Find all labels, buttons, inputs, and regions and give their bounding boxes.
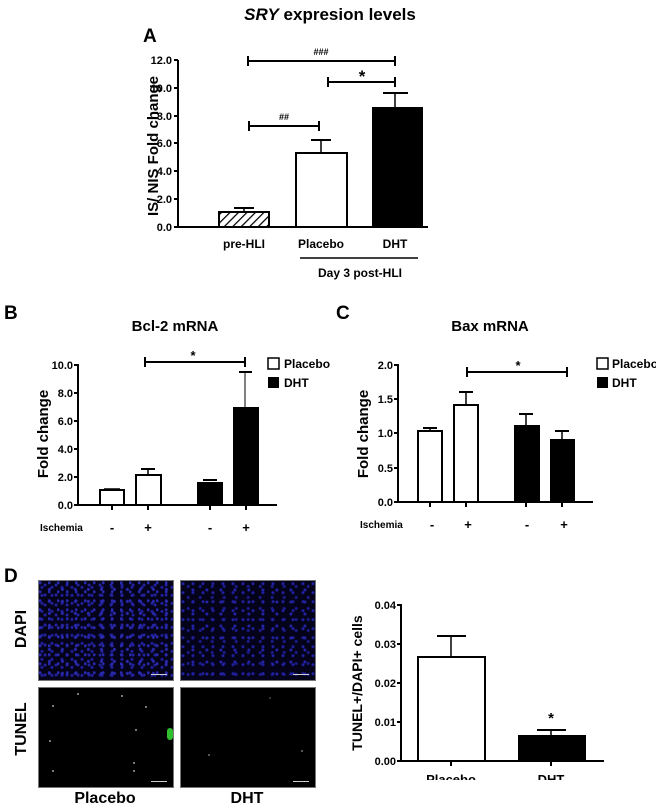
panel-c-title: Bax mRNA [451, 318, 529, 335]
scale-bar-icon [151, 674, 167, 675]
panel-b-ylabel: Fold change [35, 390, 52, 478]
c-sig-star: * [515, 358, 521, 373]
a-ytick: 6.0 [157, 138, 172, 150]
panel-b-title: Bcl-2 mRNA [131, 318, 219, 335]
b-legend-dht: DHT [284, 376, 309, 390]
panel-d-chart: TUNEL+/DAPI+ cells 0.00 0.01 0.02 0.03 0… [349, 600, 604, 780]
c-ytick: 2.0 [378, 360, 393, 372]
d-ytick: 0.02 [375, 678, 396, 690]
panel-c-ylabel: Fold change [355, 390, 372, 478]
a-xlabel: pre-HLI [223, 237, 265, 251]
a-sig-hash3: ### [313, 47, 328, 57]
panel-letter-a: A [143, 26, 157, 47]
b-legend-placebo: Placebo [284, 357, 330, 371]
d-col-label-dht: DHT [230, 790, 264, 807]
b-ytick: 4.0 [58, 444, 73, 456]
c-ischemia-sign: + [560, 517, 568, 532]
a-bar-dht [372, 107, 423, 227]
b-bar-placebo-plus [135, 474, 162, 506]
b-bar-placebo-minus [99, 489, 125, 506]
b-bar-dht-plus [233, 407, 259, 505]
panel-d-ylabel: TUNEL+/DAPI+ cells [349, 615, 365, 751]
b-bar-dht-minus [197, 482, 223, 505]
b-ischemia-label: Ischemia [40, 523, 83, 534]
c-bar-dht-minus [514, 425, 540, 502]
b-ytick: 6.0 [58, 416, 73, 428]
panel-c-chart: Fold change 0.0 0.5 1.0 1.5 2.0 * Placeb… [355, 357, 656, 532]
panel-a-title-text: expresion levels [278, 5, 416, 24]
panel-letter-d: D [4, 566, 18, 587]
d-col-label-placebo: Placebo [74, 790, 136, 807]
panel-a-title-gene: SRY [244, 5, 279, 24]
d-ytick: 0.04 [375, 600, 397, 612]
c-bar-dht-plus [550, 439, 575, 502]
a-ytick: 0.0 [157, 222, 172, 234]
c-ischemia-sign: - [525, 517, 529, 532]
b-ischemia-sign: - [208, 520, 212, 535]
c-ytick: 1.0 [378, 428, 393, 440]
c-ytick: 0.5 [378, 463, 393, 475]
c-bar-placebo-plus [453, 404, 479, 503]
panel-a-ylabel: IS/ NIS Fold change [145, 76, 162, 216]
a-ytick: 4.0 [157, 166, 172, 178]
a-group-label: Day 3 post-HLI [318, 266, 402, 280]
micrograph-dapi-dht [180, 580, 316, 681]
d-xlabel: DHT [538, 772, 565, 780]
scale-bar-icon [293, 781, 309, 782]
c-legend-dht: DHT [612, 376, 637, 390]
d-sig-star: * [548, 710, 554, 727]
c-ytick: 0.0 [378, 497, 393, 509]
a-sig-hash2: ## [279, 112, 289, 122]
c-bar-placebo-minus [417, 430, 443, 503]
a-ytick: 10.0 [151, 83, 172, 95]
panel-letter-b: B [4, 303, 18, 324]
a-bar-prehli [218, 211, 270, 228]
a-bar-placebo [295, 152, 348, 228]
b-ytick: 0.0 [58, 500, 73, 512]
d-ytick: 0.01 [375, 717, 396, 729]
c-ischemia-sign: + [464, 517, 472, 532]
c-ischemia-label: Ischemia [360, 520, 403, 531]
a-ytick: 8.0 [157, 111, 172, 123]
d-ytick: 0.00 [375, 756, 396, 768]
a-ytick: 2.0 [157, 194, 172, 206]
micrograph-tunel-dht [180, 687, 316, 788]
a-sig-star: * [359, 67, 366, 86]
d-bar-placebo [417, 656, 486, 762]
c-ytick: 1.5 [378, 394, 393, 406]
c-ischemia-sign: - [430, 517, 434, 532]
panel-a-title: SRY expresion levels [180, 5, 480, 25]
b-ytick: 8.0 [58, 388, 73, 400]
panel-b-chart: Fold change 0.0 2.0 4.0 6.0 8.0 10.0 * P… [35, 350, 330, 535]
d-ytick: 0.03 [375, 639, 396, 651]
b-ytick: 2.0 [58, 472, 73, 484]
d-row-label-tunel: TUNEL [13, 702, 30, 756]
c-legend-placebo: Placebo [612, 357, 656, 371]
b-sig-star: * [190, 350, 196, 363]
panel-a-chart: IS/ NIS Fold change 0.0 2.0 4.0 6.0 8.0 … [145, 47, 428, 280]
scale-bar-icon [151, 781, 167, 782]
b-ischemia-sign: + [144, 520, 152, 535]
micrograph-dapi-placebo [38, 580, 174, 681]
b-ischemia-sign: + [242, 520, 250, 535]
panel-letter-c: C [336, 303, 350, 324]
micrograph-tunel-placebo [38, 687, 174, 788]
a-ytick: 12.0 [151, 55, 172, 67]
d-row-label-dapi: DAPI [13, 609, 30, 649]
d-bar-dht [518, 735, 586, 761]
a-xlabel: Placebo [298, 237, 344, 251]
a-xlabel: DHT [383, 237, 408, 251]
b-ischemia-sign: - [110, 520, 114, 535]
tunel-green-signal [167, 728, 173, 740]
b-ytick: 10.0 [52, 360, 73, 372]
d-xlabel: Placebo [426, 772, 476, 780]
scale-bar-icon [293, 674, 309, 675]
